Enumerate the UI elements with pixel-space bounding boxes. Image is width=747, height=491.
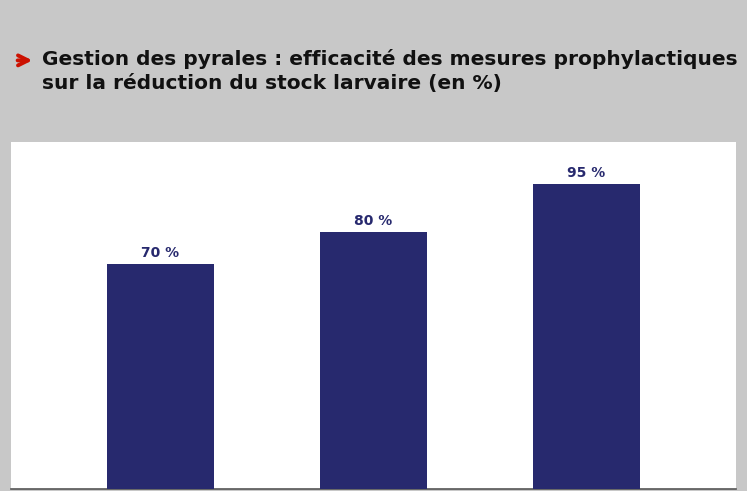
- Bar: [107, 264, 214, 489]
- Text: 80 %: 80 %: [354, 214, 393, 228]
- Bar: [533, 184, 640, 489]
- Text: Gestion des pyrales : efficacité des mesures prophylactiques
sur la réduction du: Gestion des pyrales : efficacité des mes…: [42, 49, 737, 93]
- Text: 70 %: 70 %: [141, 246, 179, 260]
- Text: 95 %: 95 %: [568, 166, 606, 180]
- Bar: [320, 232, 427, 489]
